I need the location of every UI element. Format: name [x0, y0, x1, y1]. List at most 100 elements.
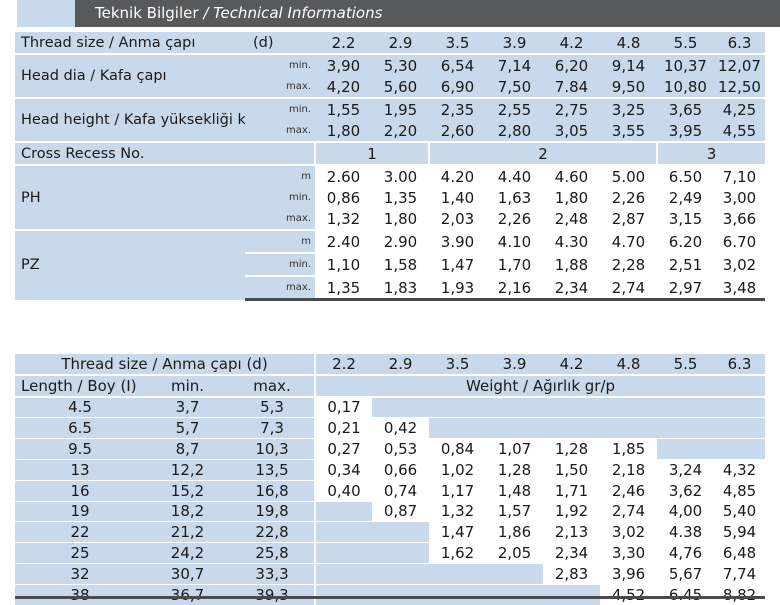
weight-value: [657, 417, 715, 439]
ph-m: PH m 2.60 3.00 4.20 4.40 4.60 5.00 6.50 7,10: [15, 164, 765, 230]
weight-label: Weight / Ağırlık gr/p: [315, 374, 766, 398]
min-value: 8,7: [145, 438, 230, 460]
weight-value: 2,13: [543, 521, 601, 543]
head-dia-value: 10,37: [657, 53, 714, 76]
pz-value: 2,97: [657, 275, 714, 301]
thread-size-value: 3.5: [429, 32, 486, 55]
ph-value: 3.00: [372, 164, 429, 187]
head-dia-value: 12,50: [714, 76, 765, 98]
head-dia-value: 3,90: [315, 53, 372, 76]
weight-value: 1,62: [429, 542, 487, 564]
weight-value: 0,87: [372, 500, 430, 522]
weight-value: 1,28: [543, 438, 601, 460]
max-value: 19,8: [230, 500, 317, 522]
weight-value: [486, 396, 544, 418]
pz-value: 1,83: [372, 275, 429, 301]
table-row: 25 24,2 25,8 1,62 2,05 2,34 3,30 4,76 6,48: [15, 542, 766, 564]
weight-value: 4,76: [657, 542, 715, 564]
length-value: 25: [15, 542, 145, 564]
min-value: 36,7: [145, 583, 230, 605]
max-value: 25,8: [230, 542, 317, 564]
weight-value: 1,85: [600, 438, 658, 460]
weight-value: [657, 396, 715, 418]
thread-size-value: 4.2: [543, 32, 600, 55]
weight-value: 1,02: [429, 458, 487, 481]
pz-value: 3,02: [714, 252, 765, 276]
max-value: 22,8: [230, 521, 317, 543]
pz-value: 6.20: [657, 229, 714, 253]
head-dia-value: 6,90: [429, 76, 486, 98]
weight-value: 2,74: [600, 500, 658, 522]
weight-value: [657, 438, 715, 460]
min-value: 21,2: [145, 521, 230, 543]
weight-value: [600, 417, 658, 439]
pz-value: 2,28: [600, 252, 657, 276]
column-header: Length / Boy (I) min. max. Weight / Ağırlık…: [15, 374, 766, 398]
weight-value: 7,74: [714, 562, 766, 585]
max-value: 39,3: [230, 583, 317, 605]
thread-size-value: 3.9: [486, 32, 543, 55]
head-dia-value: 9,14: [600, 53, 657, 76]
head-height-value: 1,80: [315, 120, 372, 142]
min-value: 24,2: [145, 542, 230, 564]
weight-value: 5,67: [657, 562, 715, 585]
min-value: 18,2: [145, 500, 230, 522]
length-value: 16: [15, 479, 145, 502]
technical-table: Thread size / Anma çapı (d) 2.2 2.9 3.5 3.9 4.…: [15, 32, 765, 301]
weight-value: 0,27: [315, 438, 373, 460]
pz-value: 2,74: [600, 275, 657, 301]
weight-value: [543, 583, 601, 605]
head-height-value: 2,35: [429, 97, 486, 120]
min-value: 15,2: [145, 479, 230, 502]
thread-size-value: 5.5: [657, 32, 714, 55]
pz-value: 2.40: [315, 229, 372, 253]
table-row: 22 21,2 22,8 1,47 1,86 2,13 3,02 4.38 5,94: [15, 521, 766, 543]
pz-value: 2,51: [657, 252, 714, 276]
min-value: 30,7: [145, 562, 230, 585]
table-row: 13 12,2 13,5 0,34 0,66 1,02 1,28 1,50 2,18 3,24 4,…: [15, 458, 766, 481]
head-dia-value: 9,50: [600, 76, 657, 98]
head-height-sub-label: max.: [245, 120, 315, 142]
head-dia-value: 5,30: [372, 53, 429, 76]
head-height-label: Head height / Kafa yüksekliği k: [15, 97, 245, 142]
length-value: 32: [15, 562, 145, 585]
head-height-value: 2,80: [486, 120, 543, 142]
sub-label: min.: [288, 60, 311, 71]
head-height-value: 2,20: [372, 120, 429, 142]
weight-value: [714, 417, 766, 439]
title-tr: Teknik Bilgiler: [95, 4, 199, 22]
head-dia-value: 5,60: [372, 76, 429, 98]
weight-value: [315, 500, 373, 522]
weight-value: 0,21: [315, 417, 373, 439]
min-value: 12,2: [145, 458, 230, 481]
weight-value: [372, 542, 430, 564]
pz-value: 1,58: [372, 252, 429, 276]
head-height-value: 3,65: [657, 97, 714, 120]
ph-value: 1,35: [383, 188, 418, 207]
head-dia-sub-label: min.dk: [245, 53, 315, 76]
weight-value: [543, 417, 601, 439]
ph-value: 4.40: [486, 164, 543, 187]
ph-value: 2,48: [554, 209, 589, 228]
header-accent: [17, 0, 75, 27]
pz-value: 1,88: [543, 252, 600, 276]
pz-label: PZ: [15, 229, 245, 300]
max-value: 16,8: [230, 479, 317, 502]
weight-value: 3,96: [600, 562, 658, 585]
header-bar: Teknik Bilgiler / Technical Informations: [0, 0, 780, 27]
cross-recess-value: 1: [314, 141, 429, 165]
length-label: Length / Boy (I): [15, 374, 145, 398]
cross-recess-value: 3: [656, 141, 765, 165]
pz-value: 6.70: [714, 229, 765, 253]
thread-size-value: 2.9: [372, 32, 429, 55]
thread-size-value: 2.9: [372, 354, 430, 376]
ph-value: 5.00: [600, 164, 657, 187]
length-value: 22: [15, 521, 145, 543]
pz-value: 4.10: [486, 229, 543, 253]
head-height-value: 1,55: [315, 97, 372, 120]
ph-value: 7,10: [714, 164, 765, 187]
length-value: 9.5: [15, 438, 145, 460]
ph-value: 6.50: [657, 164, 714, 187]
pz-sub-label: max.: [245, 275, 315, 301]
thread-size-header: Thread size / Anma çapı (d) 2.2 2.9 3.5 3.9 4…: [15, 354, 766, 376]
